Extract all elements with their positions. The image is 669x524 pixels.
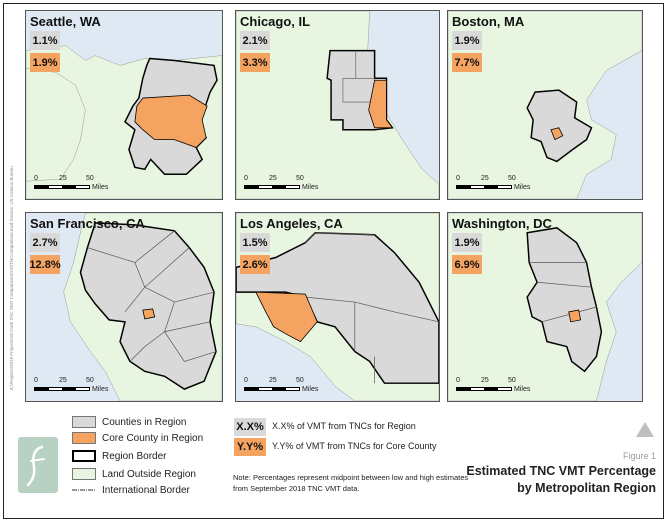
core-code-description: Y.Y% of VMT from TNCs for Core County [272,441,437,451]
region-pct-badge: 1.9% [452,31,482,50]
legend-region-border: Region Border [72,450,166,462]
sanfrancisco-map [63,213,222,401]
washington-map [448,213,642,401]
legend-core-county: Core County in Region [72,432,203,444]
core-pct-badge: 1.9% [30,53,60,72]
map-panel-boston: Boston, MA 1.9% 7.7% 0 25 50 Miles [447,10,643,200]
seattle-map [26,45,222,199]
region-code-swatch: X.X% [234,418,266,436]
map-panel-sanfrancisco: San Francisco, CA 2.7% 12.8% 0 25 50 Miles [25,212,223,402]
region-pct-badge: 1.5% [240,233,270,252]
core-pct-badge: 7.7% [452,53,482,72]
legend-land-outside: Land Outside Region [72,468,196,480]
scale-bar: 0 25 50 Miles [456,175,531,191]
scale-bar: 0 25 50 Miles [34,377,109,393]
scale-bar: 0 25 50 Miles [244,377,319,393]
panel-title: Boston, MA [452,14,525,29]
region-pct-badge: 1.1% [30,31,60,50]
core-pct-badge: 3.3% [240,53,270,72]
map-credit-text: K:\Projects\2018 Projects\18-2166 TNC VM… [9,166,14,390]
panel-title: Los Angeles, CA [240,216,343,231]
map-panel-washington: Washington, DC 1.9% 6.9% 0 25 50 Miles [447,212,643,402]
region-pct-badge: 2.7% [30,233,60,252]
panel-title: Washington, DC [452,216,552,231]
region-pct-badge: 1.9% [452,233,482,252]
region-pct-badge: 2.1% [240,31,270,50]
losangeles-map [236,213,439,401]
scale-bar: 0 25 50 Miles [456,377,531,393]
figure-label: Figure 1 [622,451,656,461]
map-panel-chicago: Chicago, IL 2.1% 3.3% 0 25 50 Miles [235,10,440,200]
panel-title: Chicago, IL [240,14,311,29]
panel-title: San Francisco, CA [30,216,145,231]
boston-map [448,11,642,199]
region-code-description: X.X% of VMT from TNCs for Region [272,421,416,431]
legend-international-border: International Border [72,484,190,496]
chicago-map [236,11,439,199]
legend-counties: Counties in Region [72,416,187,428]
map-panel-seattle: Seattle, WA 1.1% 1.9% 0 25 50 Miles [25,10,223,200]
core-pct-badge: 6.9% [452,255,482,274]
data-note: Note: Percentages represent midpoint bet… [233,473,469,493]
organization-logo [18,437,58,493]
scale-bar: 0 25 50 Miles [244,175,319,191]
north-arrow-icon [636,422,654,437]
scale-bar: 0 25 50 Miles [34,175,109,191]
panel-title: Seattle, WA [30,14,101,29]
core-pct-badge: 2.6% [240,255,270,274]
core-pct-badge: 12.8% [29,255,61,274]
map-panel-losangeles: Los Angeles, CA 1.5% 2.6% 0 25 50 Miles [235,212,440,402]
figure-title: Estimated TNC VMT Percentage by Metropol… [466,464,656,495]
core-code-swatch: Y.Y% [234,438,266,456]
